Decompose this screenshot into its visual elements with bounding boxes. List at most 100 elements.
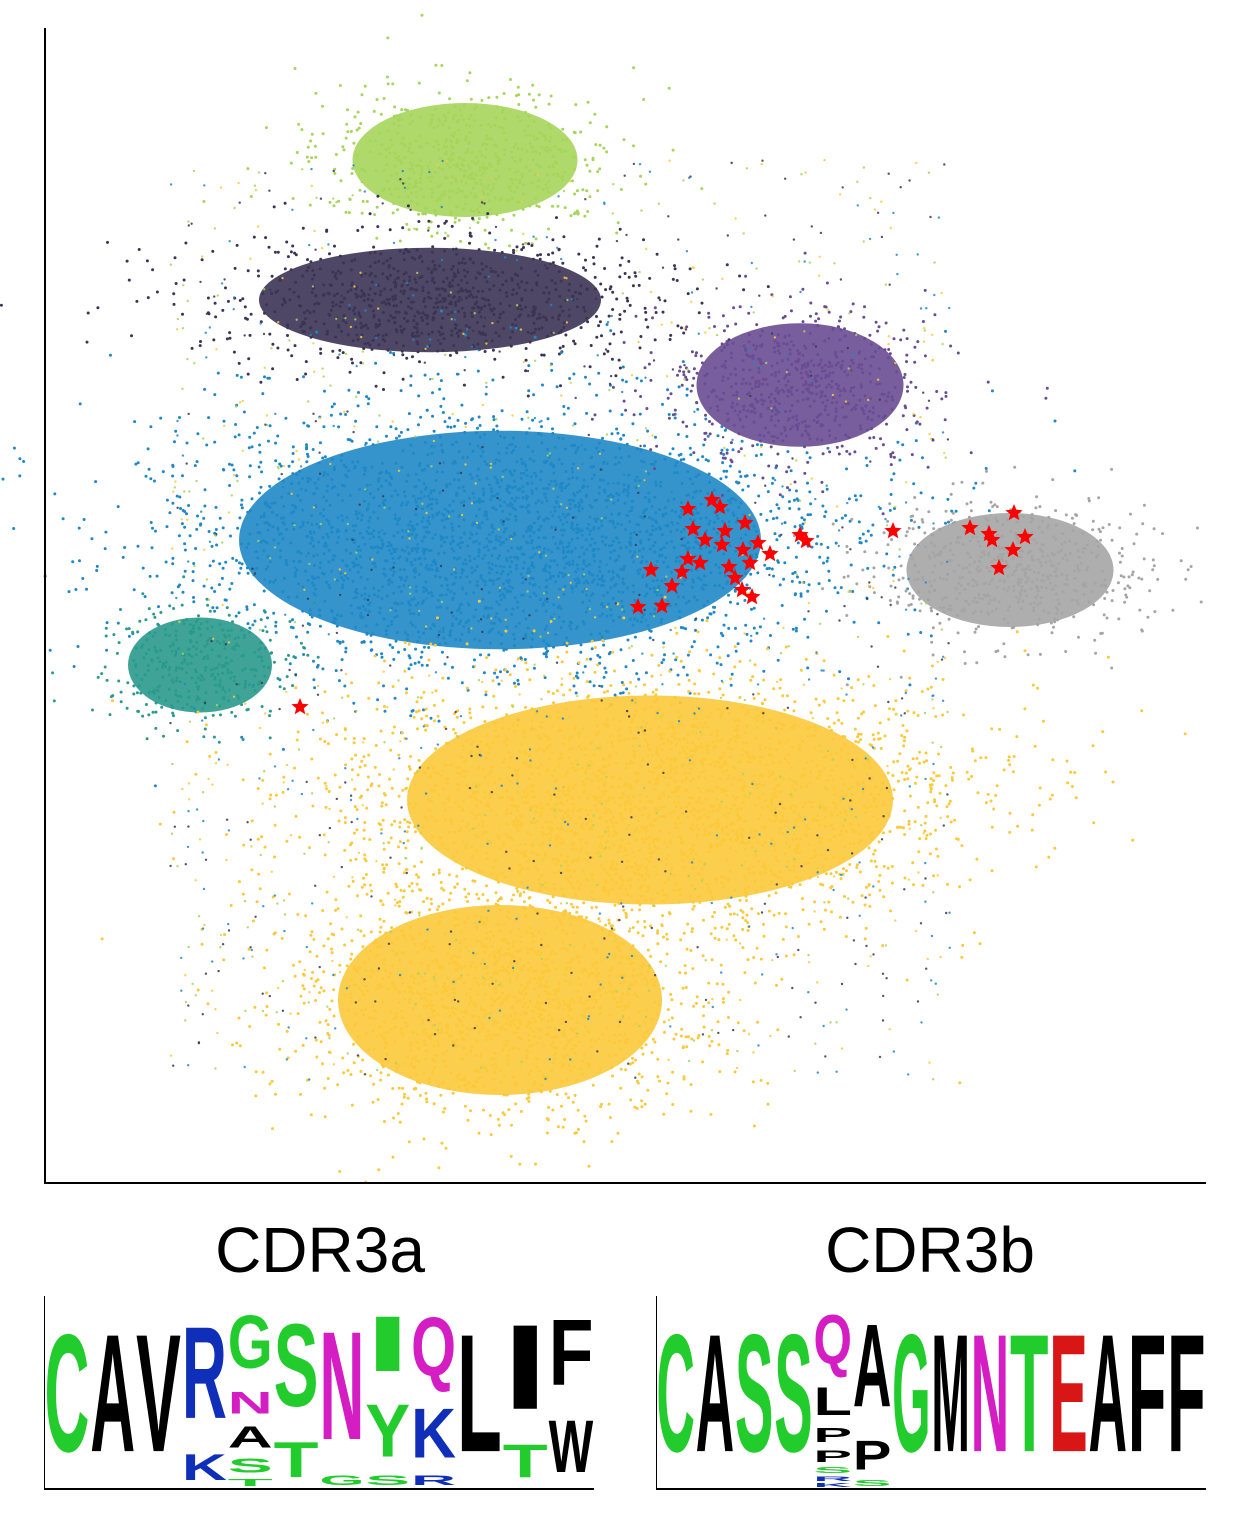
- scatter-point: [662, 658, 666, 662]
- scatter-point: [416, 497, 420, 500]
- cluster-core: [696, 323, 904, 447]
- scatter-point: [289, 541, 293, 545]
- scatter-point: [451, 264, 455, 268]
- scatter-point: [335, 292, 339, 296]
- scatter-point: [516, 678, 520, 682]
- scatter-point: [405, 186, 409, 189]
- scatter-point: [589, 465, 593, 469]
- scatter-point: [803, 617, 807, 621]
- scatter-point: [348, 438, 352, 442]
- scatter-point: [481, 267, 485, 271]
- scatter-point: [373, 274, 377, 278]
- scatter-point: [618, 313, 622, 317]
- scatter-point: [400, 284, 404, 288]
- scatter-point: [401, 226, 405, 230]
- scatter-point: [406, 545, 409, 549]
- scatter-point: [312, 554, 316, 558]
- scatter-point: [651, 316, 654, 320]
- scatter-point: [825, 559, 829, 563]
- scatter-point: [326, 484, 329, 488]
- scatter-point: [264, 567, 268, 571]
- scatter-point: [369, 633, 373, 637]
- scatter-point: [340, 453, 344, 457]
- scatter-point: [442, 397, 446, 401]
- scatter-point: [314, 320, 318, 323]
- scatter-point: [413, 314, 417, 318]
- scatter-point: [529, 524, 533, 528]
- scatter-point: [336, 613, 339, 617]
- scatter-point: [750, 387, 754, 391]
- scatter-point: [673, 264, 676, 268]
- scatter-point: [444, 306, 448, 310]
- scatter-point: [545, 266, 549, 270]
- scatter-point: [274, 624, 278, 628]
- scatter-point: [555, 216, 558, 220]
- scatter-point: [808, 332, 812, 335]
- scatter-point: [447, 111, 451, 115]
- scatter-point: [371, 338, 375, 342]
- scatter-point: [481, 597, 485, 601]
- scatter-point: [521, 183, 525, 186]
- scatter-point: [686, 653, 690, 657]
- scatter-point: [651, 544, 655, 548]
- scatter-point: [573, 131, 577, 135]
- scatter-point: [483, 583, 487, 587]
- scatter-point: [337, 679, 341, 683]
- scatter-point: [685, 424, 689, 428]
- scatter-point: [627, 473, 631, 477]
- scatter-point: [694, 536, 698, 540]
- scatter-point: [228, 484, 232, 487]
- scatter-point: [620, 681, 624, 684]
- scatter-point: [439, 379, 443, 383]
- scatter-point: [363, 499, 366, 503]
- scatter-point: [389, 425, 393, 429]
- scatter-point: [800, 367, 804, 370]
- scatter-point: [788, 352, 792, 356]
- scatter-point: [823, 515, 827, 518]
- scatter-point: [653, 460, 657, 464]
- scatter-point: [462, 489, 466, 493]
- scatter-point: [383, 532, 387, 536]
- scatter-point: [334, 669, 338, 673]
- scatter-point: [336, 516, 340, 520]
- scatter-point: [712, 527, 716, 531]
- scatter-point: [307, 265, 310, 269]
- scatter-point: [476, 221, 480, 224]
- scatter-point: [749, 355, 753, 359]
- scatter-point: [913, 360, 917, 364]
- scatter-point: [265, 521, 269, 525]
- scatter-point: [466, 147, 470, 151]
- scatter-point: [366, 341, 370, 345]
- scatter-point: [877, 621, 881, 625]
- scatter-point: [555, 385, 559, 389]
- scatter-point: [291, 452, 295, 455]
- scatter-point: [954, 509, 958, 513]
- scatter-point: [895, 370, 899, 374]
- scatter-point: [850, 408, 854, 412]
- scatter-point: [352, 701, 356, 705]
- scatter-point: [676, 521, 680, 525]
- scatter-point: [463, 315, 467, 318]
- scatter-point: [535, 204, 539, 208]
- scatter-point: [503, 587, 507, 591]
- scatter-point: [463, 558, 467, 562]
- scatter-point: [786, 486, 789, 490]
- scatter-point: [476, 159, 480, 163]
- scatter-point: [178, 416, 181, 419]
- scatter-point: [477, 248, 481, 252]
- cluster-core: [128, 617, 272, 713]
- scatter-point: [835, 355, 839, 359]
- scatter-point: [757, 370, 761, 374]
- scatter-point: [890, 407, 894, 411]
- scatter-point: [468, 554, 472, 558]
- scatter-point: [271, 525, 275, 529]
- scatter-point: [344, 321, 348, 325]
- scatter-point: [391, 298, 395, 302]
- scatter-point: [720, 364, 724, 368]
- scatter-point: [248, 475, 252, 479]
- scatter-point: [611, 308, 615, 311]
- scatter-point: [476, 426, 479, 430]
- scatter-point: [946, 497, 950, 501]
- scatter-point: [866, 529, 870, 533]
- scatter-point: [388, 187, 392, 191]
